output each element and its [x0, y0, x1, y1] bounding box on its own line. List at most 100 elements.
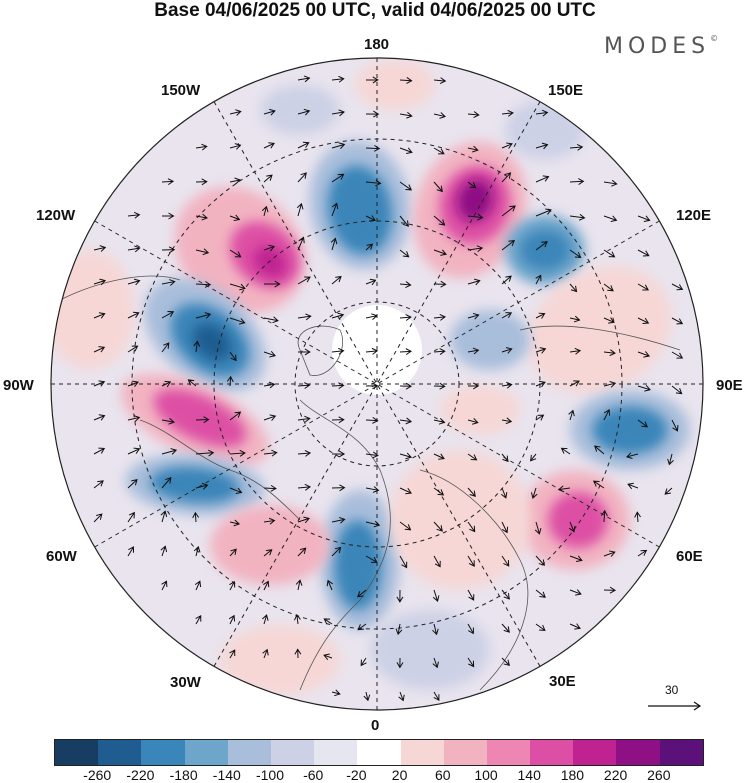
wind-arrow [195, 248, 210, 256]
wind-arrow [432, 589, 440, 602]
wind-arrow [671, 351, 684, 359]
anomaly-blob [260, 85, 340, 135]
wind-arrow [263, 142, 276, 149]
anomaly-blob [450, 310, 530, 370]
lon-label-150w: 150W [161, 82, 201, 99]
wind-arrow [195, 482, 209, 490]
lon-label-180: 180 [364, 36, 390, 53]
colorbar-segment [357, 740, 401, 765]
wind-arrow [501, 142, 513, 149]
wind-arrow [127, 415, 141, 422]
wind-arrow [535, 312, 546, 319]
wind-arrow [535, 555, 546, 566]
wind-arrow [297, 75, 311, 83]
wind-arrow [398, 691, 405, 702]
wind-arrow [569, 555, 583, 562]
wind-arrow [501, 172, 512, 183]
colorbar-tick-label: -60 [303, 767, 324, 783]
wind-arrow [592, 480, 605, 489]
wind-arrow [297, 483, 312, 491]
wind-arrow [297, 108, 311, 116]
wind-arrow [195, 449, 215, 457]
wind-arrow [229, 449, 246, 457]
wind-arrow [297, 547, 307, 557]
wind-arrow [263, 414, 277, 421]
wind-arrow [569, 347, 582, 355]
modes-logo: MODES© [604, 34, 719, 59]
wind-arrow [467, 382, 480, 390]
anomaly-blob [220, 625, 340, 695]
wind-arrow [535, 380, 546, 388]
wind-arrow [331, 75, 345, 83]
wind-arrow [594, 445, 605, 455]
wind-arrow [161, 580, 168, 591]
wind-arrow [501, 205, 516, 217]
wind-arrow [569, 178, 585, 185]
wind-arrow [160, 510, 168, 523]
lon-label-90w: 90W [3, 377, 34, 394]
lon-label-90e: 90E [716, 377, 743, 394]
wind-arrow [501, 657, 511, 667]
wind-arrow [637, 215, 651, 222]
wind-arrow [467, 521, 476, 533]
lon-label-120w: 120W [36, 207, 76, 224]
colorbar-tick-label: 60 [435, 767, 451, 783]
wind-arrow [432, 623, 439, 636]
colorbar-tick-label: 100 [474, 767, 498, 783]
wind-arrow [161, 477, 172, 489]
wind-arrow [297, 415, 311, 423]
wind-arrow [365, 416, 379, 424]
colorbar-segment [55, 740, 99, 765]
wind-arrow [161, 311, 175, 319]
wind-arrow [261, 205, 269, 217]
wind-arrow [262, 648, 269, 659]
map-border [50, 57, 704, 711]
lon-label-150e: 150E [548, 82, 584, 99]
wind-arrow [263, 580, 270, 591]
wind-arrow [261, 614, 269, 625]
wind-arrow [93, 245, 107, 252]
wind-arrow [326, 579, 333, 591]
wind-arrow [195, 312, 212, 319]
wind-arrow [530, 453, 537, 462]
colorbar-segment [314, 740, 358, 765]
wind-arrow [603, 179, 618, 187]
wind-arrow [433, 147, 445, 155]
wind-arrow [501, 312, 513, 319]
wind-arrow [501, 453, 509, 463]
wind-arrow [296, 202, 304, 217]
wind-arrow [501, 109, 514, 117]
wind-arrow [433, 112, 446, 119]
wind-arrow [627, 482, 639, 490]
wind-arrow [467, 487, 476, 497]
wind-arrow [323, 653, 333, 660]
wind-arrow [229, 317, 246, 325]
wind-arrow [530, 487, 538, 499]
wind-arrow [569, 143, 584, 151]
lon-label-30w: 30W [170, 674, 201, 691]
vector-scale-label: 30 [665, 683, 679, 697]
coastline [139, 419, 301, 521]
colorbar-tick-label: 140 [517, 767, 541, 783]
wind-arrow [535, 208, 552, 217]
wind-arrow [331, 484, 346, 492]
wind-arrow [501, 555, 510, 567]
wind-arrow [501, 417, 513, 425]
wind-arrow [229, 249, 242, 258]
colorbar-ticks: -260 -220 -180 -140 -100 -60 -20 20 60 100 140 180 2… [0, 767, 750, 783]
wind-arrow [193, 545, 201, 557]
wind-arrow [535, 175, 550, 183]
wind-arrow [535, 241, 548, 251]
wind-arrow [501, 589, 510, 600]
wind-arrow [323, 618, 333, 625]
wind-arrow [194, 580, 202, 591]
wind-arrow [569, 623, 581, 630]
wind-arrow [160, 545, 168, 557]
wind-arrow [637, 283, 649, 291]
anomaly-blob [520, 230, 570, 270]
wind-arrow [365, 179, 382, 187]
wind-arrow [569, 213, 586, 221]
colorbar-tick-label: -20 [346, 767, 367, 783]
wind-arrow [297, 276, 311, 285]
anomaly-blob [327, 165, 393, 255]
